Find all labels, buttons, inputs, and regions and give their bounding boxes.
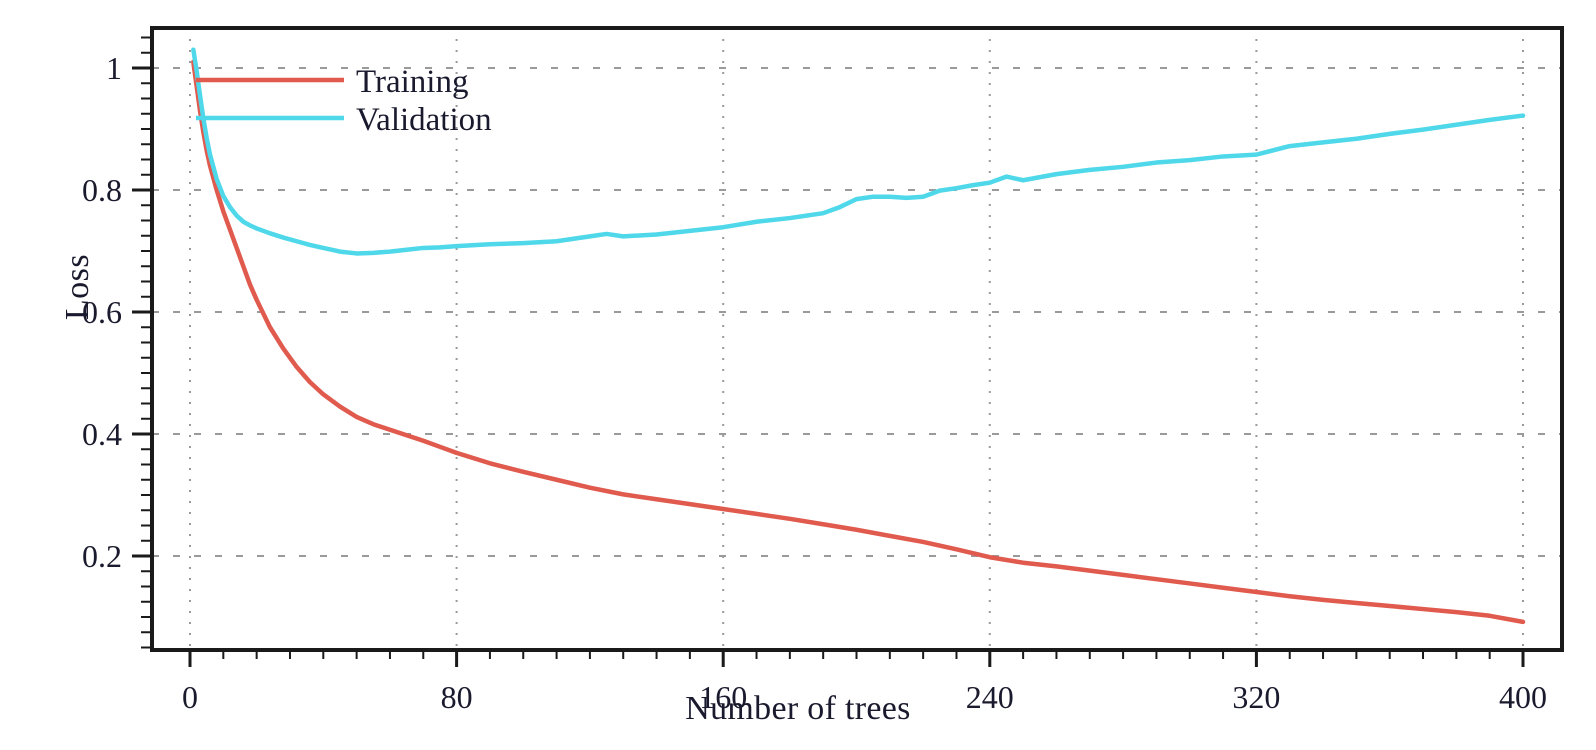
y-tick-label: 0.2 <box>82 538 122 574</box>
y-tick-label: 0.4 <box>82 416 122 452</box>
x-tick-label: 0 <box>182 679 198 715</box>
x-axis-title: Number of trees <box>685 690 911 727</box>
gridlines <box>152 28 1562 650</box>
x-tick-label: 160 <box>699 679 747 715</box>
series-line-validation <box>191 47 1526 256</box>
plot-frame <box>150 26 1564 652</box>
series-line-training <box>191 59 1526 625</box>
major-tick-marks <box>132 66 1525 667</box>
legend-label-training: Training <box>356 64 468 100</box>
y-tick-label: 0.8 <box>82 172 122 208</box>
x-tick-label: 400 <box>1499 679 1547 715</box>
x-tick-label: 320 <box>1232 679 1280 715</box>
x-tick-label: 80 <box>441 679 473 715</box>
tick-labels: 0 80 160 240 320 400 0.2 0.4 0.6 0.8 1 <box>82 50 1547 715</box>
x-tick-label: 240 <box>966 679 1014 715</box>
y-tick-label: 0.6 <box>82 294 122 330</box>
minor-tick-marks <box>141 36 1491 659</box>
data-series-layer <box>191 47 1526 625</box>
legend-label-validation: Validation <box>356 102 492 138</box>
y-tick-label: 1 <box>106 50 122 86</box>
